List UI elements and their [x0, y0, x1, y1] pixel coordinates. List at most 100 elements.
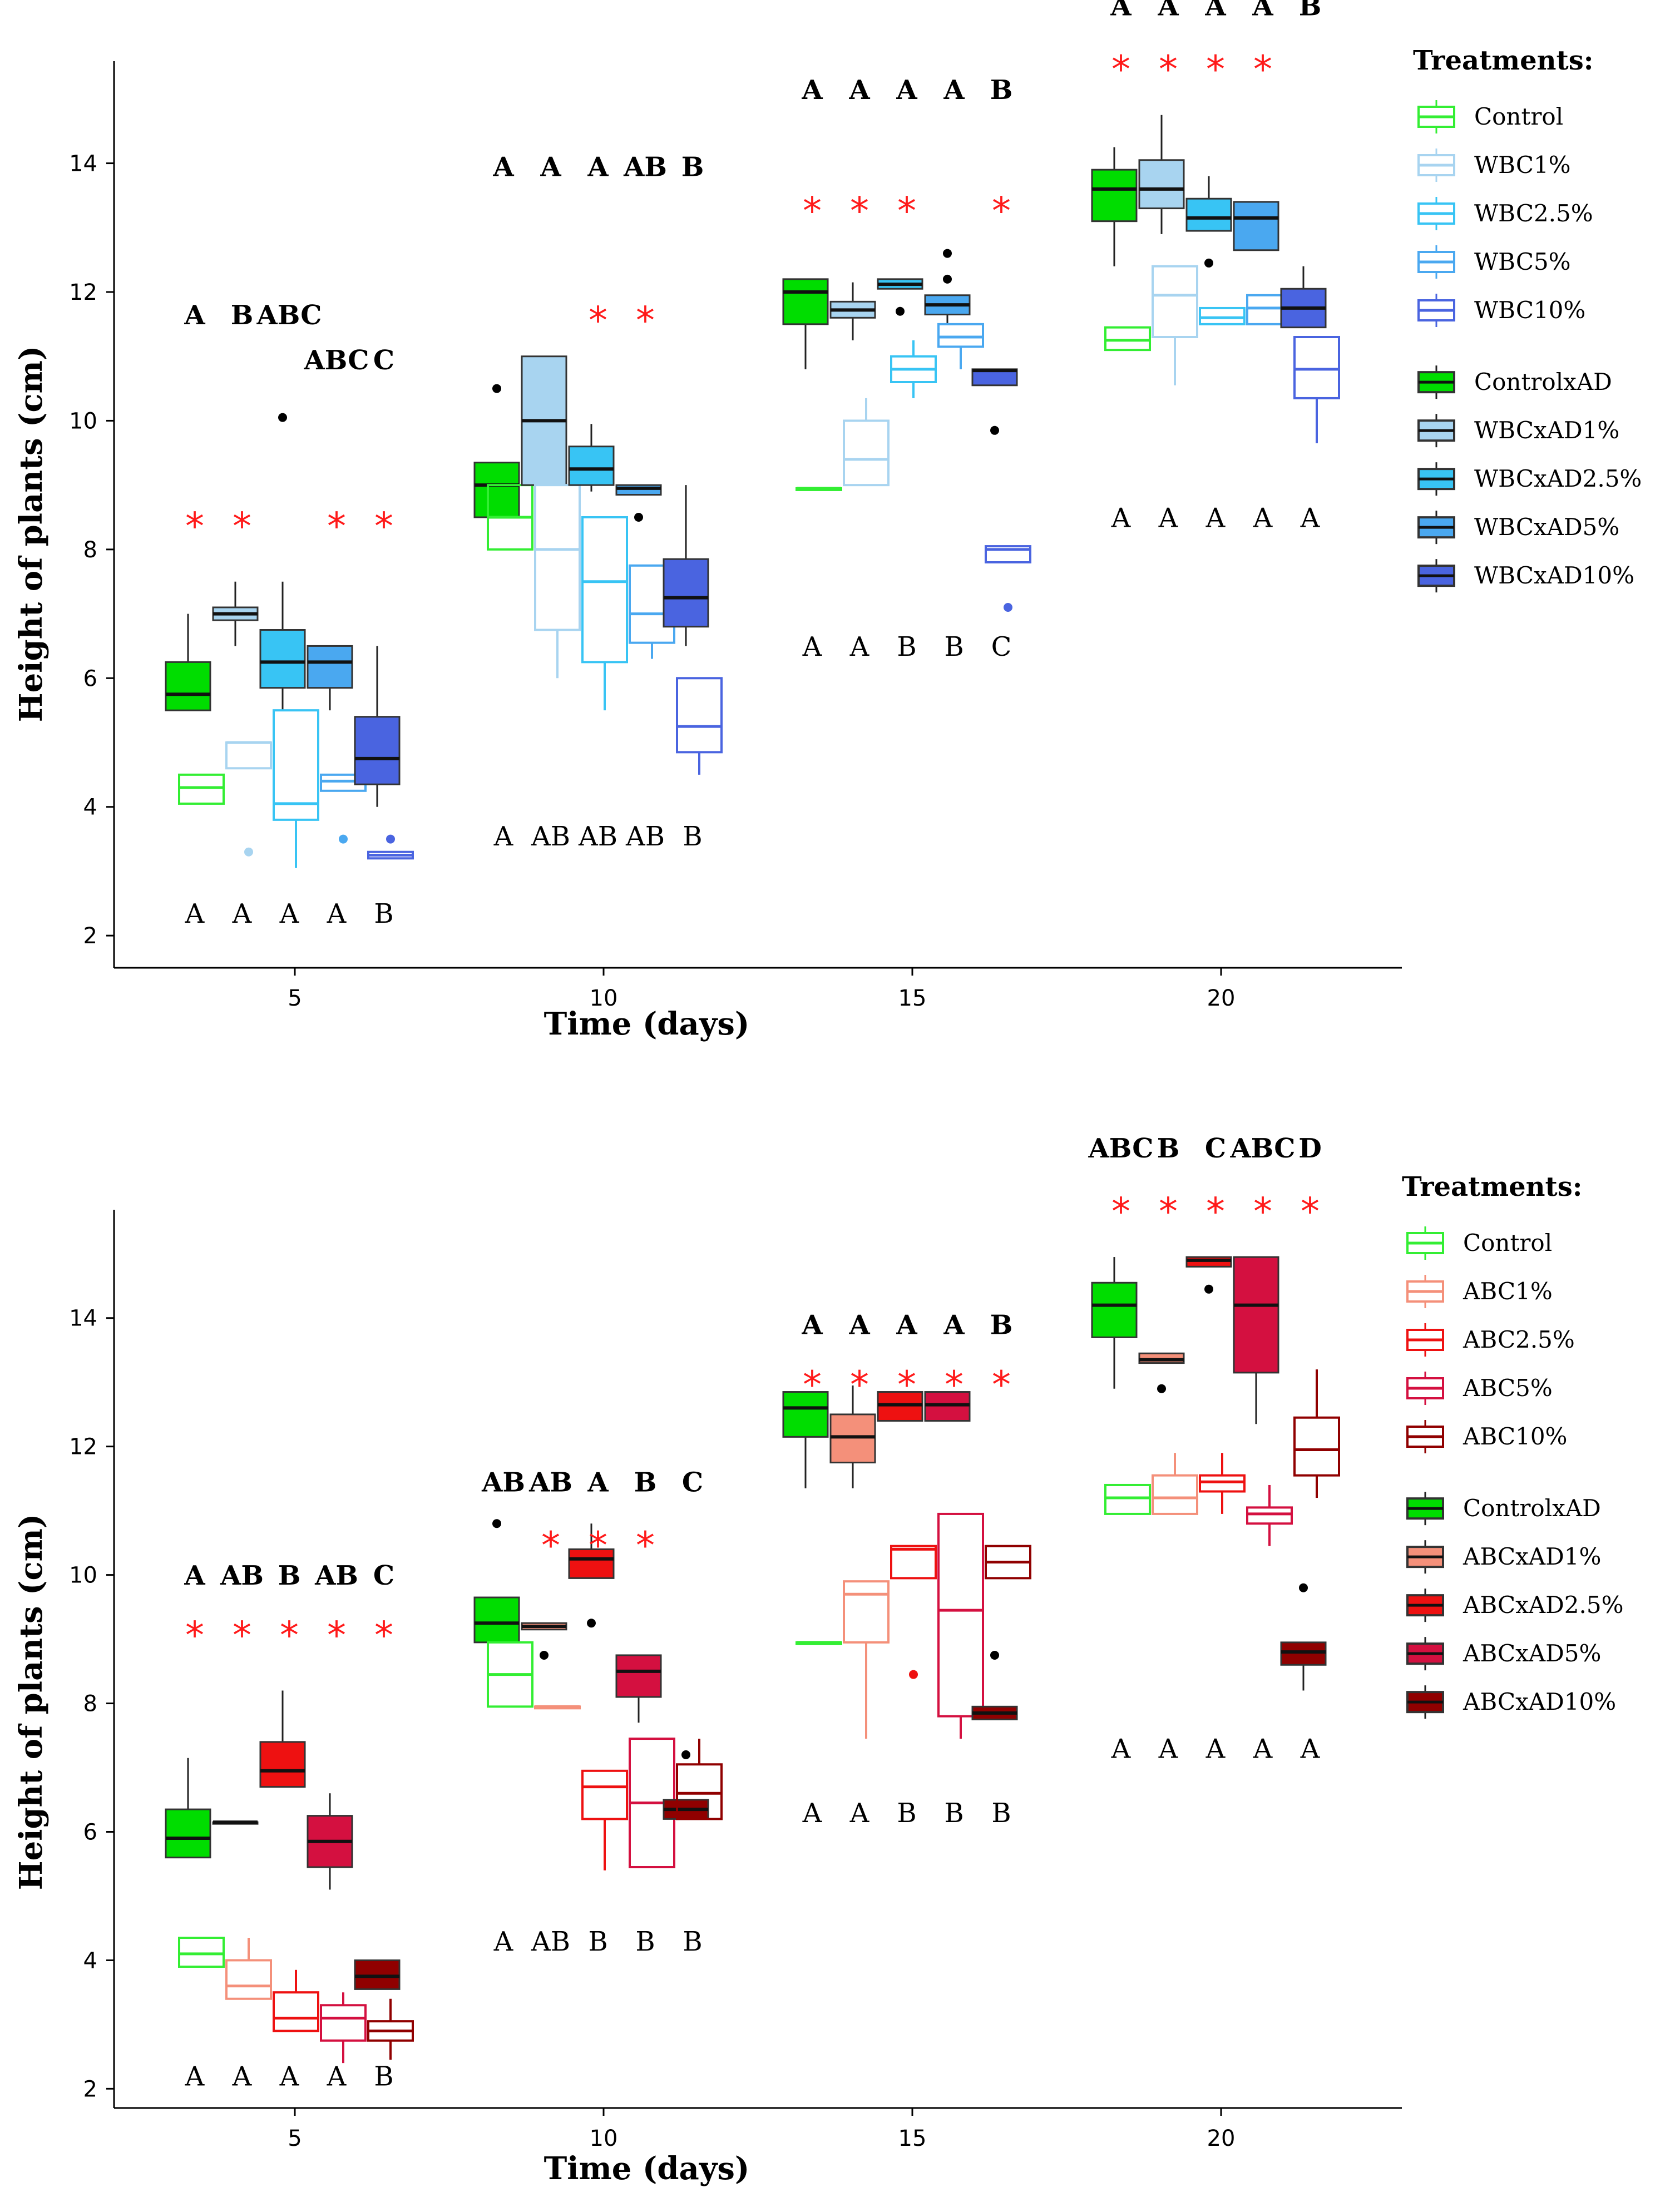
- top-box-wbc1--day5: [225, 741, 272, 857]
- top-x-axis-title: Time (days): [544, 1006, 750, 1042]
- top-box-control-day5: [178, 773, 225, 805]
- bottom-lower-letter: B: [683, 1926, 702, 1957]
- bottom-upper-letter: ABC: [1088, 1133, 1154, 1164]
- top-box-wbc1--day10: [534, 484, 581, 679]
- box-body: [259, 1741, 306, 1788]
- bottom-box-abcxad1--day5: [212, 1820, 259, 1825]
- top-significance-asterisk: *: [897, 190, 916, 234]
- top-box-wbcxad1--day15: [829, 282, 876, 340]
- box-body: [568, 1548, 615, 1579]
- outlier-point: [540, 1650, 549, 1660]
- top-box-wbcxad5--day10: [615, 484, 662, 522]
- bottom-significance-asterisk: *: [1301, 1190, 1320, 1234]
- bottom-lower-letter: A: [1205, 1734, 1226, 1765]
- legend-label: ABC2.5%: [1463, 1326, 1575, 1353]
- legend-key-wbcxad10-: [1417, 559, 1455, 593]
- box-body: [1199, 306, 1246, 325]
- top-lower-letter: A: [1205, 502, 1226, 533]
- top-upper-letter: A: [587, 152, 609, 183]
- bottom-significance-asterisk: *: [850, 1363, 869, 1407]
- legend-label: WBCxAD1%: [1474, 417, 1619, 444]
- bottom-upper-letter: A: [587, 1467, 609, 1498]
- legend-key-wbc2-5-: [1417, 197, 1455, 230]
- box-body: [1104, 1483, 1151, 1515]
- bottom-y-axis-title: Height of plants (cm): [13, 1514, 50, 1891]
- bottom-significance-asterisk: *: [803, 1363, 822, 1407]
- legend-label: ABCxAD2.5%: [1463, 1591, 1624, 1619]
- top-box-wbc2-5--day20: [1199, 306, 1246, 325]
- top-lower-letter: A: [327, 898, 347, 929]
- box-body: [843, 419, 890, 487]
- top-box-wbcxad10--day5: [354, 646, 401, 807]
- outlier-point: [1004, 603, 1012, 612]
- top-lower-letter: AB: [578, 821, 617, 852]
- outlier-point: [990, 1650, 999, 1660]
- bottom-box-abc2-5--day10: [581, 1769, 628, 1870]
- outlier-point: [909, 1670, 918, 1679]
- outlier-point: [1204, 1284, 1213, 1294]
- top-y-tick-label: 6: [83, 666, 97, 691]
- top-box-wbcxad2-5--day10: [568, 424, 615, 492]
- top-lower-letter: A: [1111, 502, 1132, 533]
- top-y-tick-label: 12: [69, 280, 97, 305]
- box-body: [165, 1808, 211, 1859]
- top-chart-panel: 2 4 6 8 10 12 14 5 10 15 20 Time (days) Height of pl…: [13, 0, 1642, 1042]
- legend-key-abc5-: [1406, 1372, 1444, 1405]
- top-significance-asterisk: *: [185, 505, 204, 549]
- top-lower-letter: A: [1253, 502, 1273, 533]
- legend-key-abc2-5-: [1406, 1323, 1444, 1357]
- top-box-wbcxad5--day5: [307, 645, 353, 711]
- bottom-box-abc2-5--day20: [1199, 1453, 1246, 1514]
- bottom-lower-letter: AB: [531, 1926, 570, 1957]
- box-body: [581, 1769, 628, 1820]
- bottom-upper-letter: A: [848, 1310, 870, 1341]
- top-box-controlxad-day20: [1091, 147, 1138, 266]
- bottom-box-abcxad1--day15: [829, 1385, 876, 1488]
- bottom-y-tick-label: 6: [83, 1819, 97, 1845]
- top-y-tick-label: 14: [69, 151, 97, 177]
- legend-key-control: [1417, 100, 1455, 133]
- bottom-box-abcxad5--day10: [615, 1654, 662, 1723]
- top-y-axis-title: Height of plants (cm): [13, 346, 50, 723]
- top-box-wbcxad2-5--day15: [877, 278, 923, 316]
- bottom-significance-asterisk: *: [945, 1363, 964, 1407]
- top-box-controlxad-day15: [782, 278, 829, 369]
- bottom-lower-letter: A: [185, 2061, 205, 2092]
- box-body: [985, 545, 1031, 563]
- top-significance-asterisk: *: [1253, 48, 1272, 92]
- bottom-box-abcxad5--day5: [307, 1793, 353, 1890]
- top-significance-asterisk: *: [1159, 48, 1178, 92]
- top-significance-asterisk: *: [327, 505, 346, 549]
- bottom-box-controlxad-day5: [165, 1758, 211, 1859]
- top-significance-asterisk: *: [1206, 48, 1225, 92]
- top-upper-letter: B: [231, 300, 254, 331]
- bottom-upper-letter: B: [1157, 1133, 1180, 1164]
- bottom-lower-letter: A: [327, 2061, 347, 2092]
- top-upper-letter: A: [540, 152, 561, 183]
- top-x-tick-label: 15: [898, 986, 927, 1011]
- legend-label: WBCxAD5%: [1474, 513, 1619, 541]
- bottom-upper-letter: C: [682, 1467, 703, 1498]
- legend-label: ABC10%: [1463, 1423, 1567, 1450]
- top-upper-letter: A: [184, 300, 205, 331]
- outlier-point: [990, 425, 999, 435]
- box-body: [354, 716, 401, 785]
- outlier-point: [943, 274, 952, 284]
- bottom-box-abc1--day20: [1152, 1453, 1198, 1515]
- box-body: [676, 1763, 723, 1820]
- bottom-box-abcxad2-5--day10: [568, 1523, 615, 1628]
- box-body: [307, 645, 353, 689]
- outlier-point: [681, 1750, 690, 1759]
- top-box-wbc10--day10: [676, 677, 723, 775]
- bottom-significance-asterisk: *: [897, 1363, 916, 1407]
- top-box-wbcxad5--day15: [924, 249, 971, 324]
- legend-label: ControlxAD: [1463, 1495, 1601, 1522]
- top-lower-letter: A: [1300, 502, 1321, 533]
- bottom-lower-letter: A: [849, 1798, 870, 1829]
- bottom-box-abc2-5--day15: [890, 1545, 937, 1679]
- top-box-wbcxad10--day10: [663, 485, 709, 646]
- bottom-significance-asterisk: *: [185, 1614, 204, 1658]
- box-body: [937, 1512, 984, 1718]
- top-significance-asterisk: *: [374, 505, 393, 549]
